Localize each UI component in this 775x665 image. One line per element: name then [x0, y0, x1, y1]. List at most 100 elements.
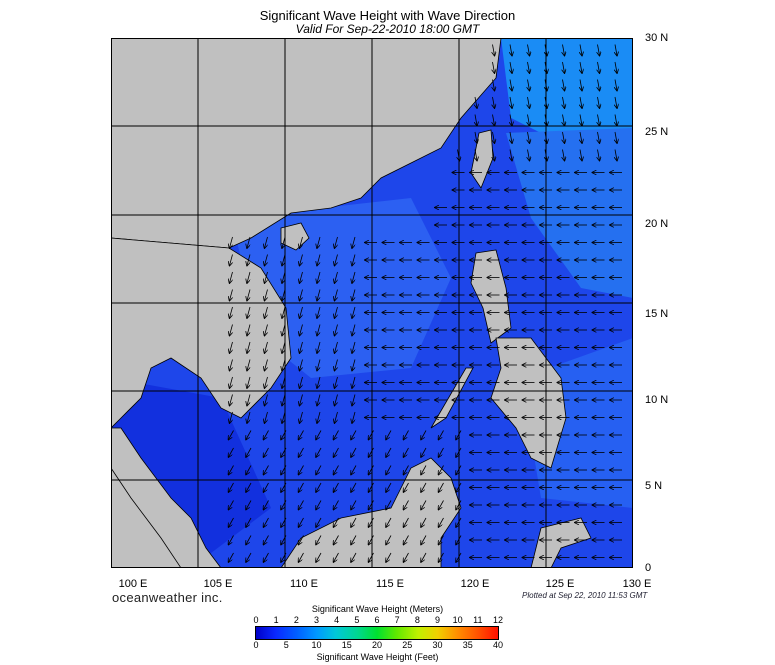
wave-arrow	[352, 306, 356, 318]
wave-arrow	[299, 482, 304, 492]
legend-tick: 7	[394, 615, 400, 625]
wave-arrow	[229, 465, 234, 475]
wave-arrow	[369, 465, 374, 475]
wave-arrow	[282, 376, 286, 388]
wave-arrow	[265, 271, 268, 283]
wave-arrow	[316, 430, 322, 440]
wave-arrow	[335, 289, 338, 301]
wave-arrow	[598, 61, 600, 73]
wave-arrow	[300, 236, 303, 248]
wave-arrow	[247, 254, 251, 266]
wave-arrow	[282, 411, 286, 423]
wave-arrow	[439, 535, 444, 545]
wave-arrow	[265, 376, 268, 388]
wave-arrow	[247, 236, 251, 248]
wave-arrow	[598, 96, 600, 108]
wave-arrow	[563, 149, 565, 161]
wave-arrow	[598, 114, 600, 126]
wave-map[interactable]	[111, 38, 633, 568]
wave-arrow	[439, 430, 444, 440]
wave-arrow	[282, 324, 286, 336]
wave-arrow	[299, 447, 304, 457]
wave-arrow	[247, 359, 251, 371]
legend-tick: 15	[341, 640, 352, 650]
wave-arrow	[369, 517, 374, 527]
wave-arrow	[334, 500, 339, 510]
land	[111, 38, 592, 568]
wave-arrow	[247, 376, 251, 388]
wave-arrow	[230, 359, 233, 371]
legend-tick: 0	[253, 640, 259, 650]
wave-arrow	[247, 306, 251, 318]
wave-arrow	[439, 465, 444, 475]
lon-label-110e: 110 E	[290, 578, 318, 590]
wave-arrow	[246, 500, 252, 510]
legend-tick: 2	[293, 615, 299, 625]
wave-arrow	[246, 535, 252, 545]
wave-arrow	[351, 517, 357, 527]
wave-arrow	[299, 465, 304, 475]
wave-arrow	[615, 149, 617, 161]
wave-arrow	[317, 271, 321, 283]
wave-arrow	[265, 236, 268, 248]
wave-arrow	[421, 482, 427, 492]
wave-arrow	[493, 44, 495, 56]
wave-arrow	[299, 430, 304, 440]
lat-label-15n: 15 N	[645, 308, 669, 320]
wave-arrow	[563, 79, 565, 91]
legend-meter-ticks: 0 1 2 3 4 5 6 7 8 9 10 11 12	[253, 615, 503, 626]
wave-arrow	[281, 447, 287, 457]
wave-arrow	[335, 306, 338, 318]
wave-arrow	[369, 552, 374, 562]
wave-arrow	[281, 482, 287, 492]
wave-arrow	[404, 482, 409, 492]
wave-arrow	[335, 236, 338, 248]
wave-arrow	[317, 289, 321, 301]
wave-arrow	[475, 114, 477, 126]
wave-arrow	[300, 394, 303, 406]
wave-arrow	[404, 535, 409, 545]
wave-arrow	[316, 552, 322, 562]
wave-arrow	[352, 271, 356, 283]
wave-arrow	[264, 552, 269, 562]
wave-arrow	[230, 394, 233, 406]
wave-arrow	[528, 149, 530, 161]
wave-arrow	[475, 149, 477, 161]
wave-arrow	[580, 114, 582, 126]
wave-arrow	[265, 254, 268, 266]
legend-title-feet: Significant Wave Height (Feet)	[316, 652, 439, 662]
wave-arrow	[351, 430, 357, 440]
wave-arrow	[282, 394, 286, 406]
wave-arrow	[317, 411, 321, 423]
wave-arrow	[229, 517, 234, 527]
legend-tick: 5	[354, 615, 360, 625]
wave-arrow	[528, 44, 530, 56]
lon-label-130e: 130 E	[622, 578, 652, 590]
wave-arrow	[369, 447, 374, 457]
wave-arrow	[456, 430, 462, 440]
wave-arrow	[316, 535, 322, 545]
wave-arrow	[264, 447, 269, 457]
wave-arrow	[247, 324, 251, 336]
wave-arrow	[230, 271, 233, 283]
wave-arrow	[475, 96, 477, 108]
wave-arrow	[351, 465, 357, 475]
wave-arrow	[230, 236, 233, 248]
wave-arrow	[229, 430, 234, 440]
wave-arrow	[317, 359, 321, 371]
wave-arrow	[456, 482, 462, 492]
wave-arrow	[230, 411, 233, 423]
lon-label-120e: 120 E	[460, 578, 490, 590]
wave-arrow	[317, 394, 321, 406]
wave-arrow	[300, 376, 303, 388]
wave-arrow	[369, 500, 374, 510]
wave-arrow	[281, 430, 287, 440]
wave-arrow	[334, 535, 339, 545]
wave-arrow	[317, 306, 321, 318]
wave-arrow	[510, 61, 512, 73]
lat-label-30n: 30 N	[645, 32, 669, 44]
legend-colorbar	[255, 626, 499, 640]
wave-arrow	[369, 430, 374, 440]
wave-arrow	[493, 79, 495, 91]
wave-arrow	[264, 465, 269, 475]
